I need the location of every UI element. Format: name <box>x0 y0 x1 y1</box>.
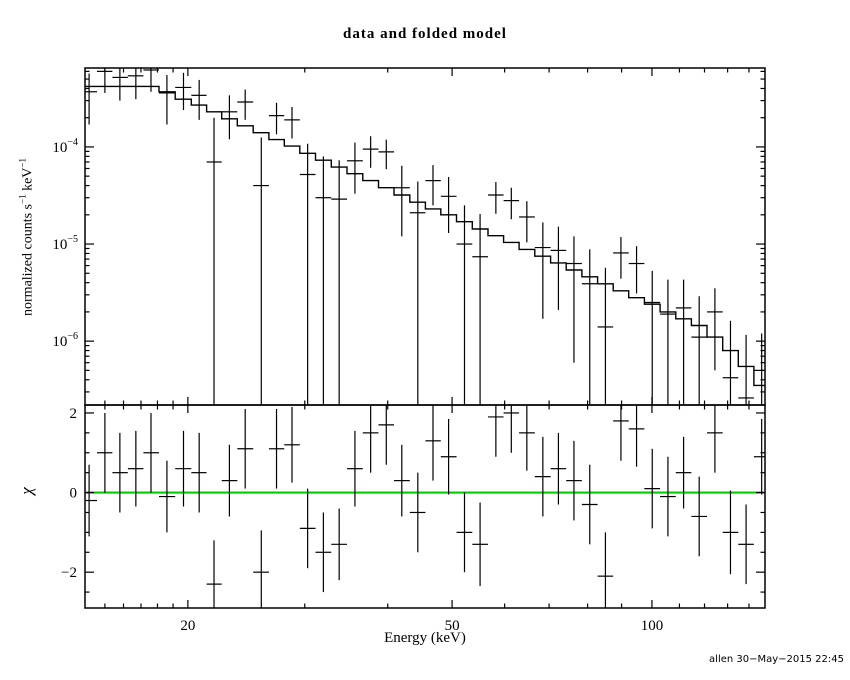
model-line <box>85 85 765 387</box>
credit-footer: allen 30−May−2015 22:45 <box>709 654 844 665</box>
svg-text:10−5: 10−5 <box>52 234 78 253</box>
svg-text:100: 100 <box>641 618 664 634</box>
svg-text:2: 2 <box>70 406 78 422</box>
svg-text:0: 0 <box>70 486 78 502</box>
residual-points <box>85 405 765 608</box>
svg-text:10−4: 10−4 <box>52 137 78 156</box>
data-points <box>85 68 765 405</box>
svg-text:50: 50 <box>445 618 460 634</box>
y-axis-label-counts: normalized counts s−1 keV−1 <box>17 158 36 316</box>
axis-ticks <box>85 68 765 608</box>
svg-text:10−6: 10−6 <box>52 331 78 350</box>
y-axis-label-chi: χ <box>17 487 36 495</box>
x-axis-label: Energy (keV) <box>384 630 466 646</box>
svg-text:−2: −2 <box>61 565 77 581</box>
svg-text:20: 20 <box>180 618 195 634</box>
plot-title: data and folded model <box>343 26 507 42</box>
panel-frames <box>84 67 766 609</box>
